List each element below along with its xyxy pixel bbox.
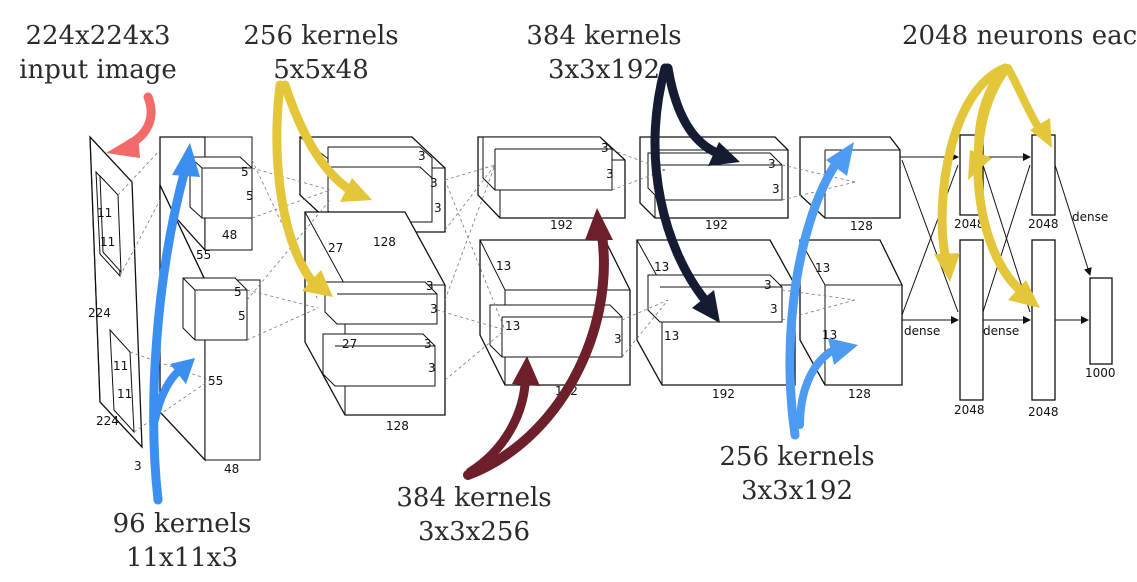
label-output-1000: 1000 bbox=[1085, 366, 1116, 380]
fc-annotation: 2048 neurons each bbox=[902, 21, 1137, 51]
label-l2-27b: 27 bbox=[342, 337, 357, 351]
conv1-arrow bbox=[149, 143, 200, 505]
label-fc1-bot: 2048 bbox=[954, 403, 985, 417]
label-input-11c: 11 bbox=[113, 359, 128, 373]
layer5-blocks bbox=[799, 136, 903, 386]
label-l1-5d: 5 bbox=[238, 309, 246, 323]
label-l1-5b: 5 bbox=[246, 189, 254, 203]
conv5-annotation-line1: 256 kernels bbox=[719, 442, 874, 472]
label-l4-3b: 3 bbox=[772, 182, 780, 196]
label-fc1-top: 2048 bbox=[954, 217, 985, 231]
label-l1-48top: 48 bbox=[222, 228, 237, 242]
label-l2-27a: 27 bbox=[328, 241, 343, 255]
label-input-224b: 224 bbox=[96, 414, 119, 428]
label-l2-3e: 3 bbox=[430, 302, 438, 316]
conv2-annotation-line2: 5x5x48 bbox=[273, 55, 369, 85]
layer2-blocks bbox=[299, 136, 446, 416]
label-fc2-top: 2048 bbox=[1028, 217, 1059, 231]
conv2-annotation-line1: 256 kernels bbox=[243, 21, 398, 51]
label-l4-192top: 192 bbox=[705, 218, 728, 232]
label-l3-192top: 192 bbox=[550, 218, 573, 232]
label-l5-128bot: 128 bbox=[848, 387, 871, 401]
conv3-annotation-line1: 384 kernels bbox=[396, 483, 551, 513]
fc-arrow bbox=[934, 63, 1052, 308]
label-l3-3b: 3 bbox=[606, 167, 614, 181]
label-l2-3g: 3 bbox=[428, 361, 436, 375]
label-l1-48bot: 48 bbox=[224, 462, 239, 476]
label-l2-3d: 3 bbox=[426, 279, 434, 293]
label-l1-5a: 5 bbox=[241, 165, 249, 179]
fc2-bottom-bar bbox=[1031, 239, 1056, 401]
label-l4-3d: 3 bbox=[770, 302, 778, 316]
connectors-2 bbox=[436, 164, 506, 381]
label-l2-3a: 3 bbox=[418, 149, 426, 163]
input-arrow bbox=[106, 92, 156, 158]
label-l2-128top: 128 bbox=[373, 235, 396, 249]
input-annotation-line1: 224x224x3 bbox=[25, 21, 170, 51]
label-l2-3b: 3 bbox=[430, 176, 438, 190]
label-l3-13b: 13 bbox=[505, 319, 520, 333]
label-l3-13a: 13 bbox=[496, 259, 511, 273]
conv3-arrow bbox=[463, 208, 613, 480]
label-l5-13a: 13 bbox=[815, 261, 830, 275]
label-l1-55b: 55 bbox=[208, 374, 223, 388]
fc1-bottom-bar bbox=[959, 239, 984, 401]
label-l5-128top: 128 bbox=[850, 219, 873, 233]
label-l4-3a: 3 bbox=[768, 157, 776, 171]
label-input-3: 3 bbox=[134, 459, 142, 473]
connectors-0 bbox=[117, 149, 211, 433]
label-l2-3c: 3 bbox=[434, 201, 442, 215]
label-l1-5c: 5 bbox=[234, 285, 242, 299]
conv4-annotation-line1: 384 kernels bbox=[526, 21, 681, 51]
label-fc2-bot: 2048 bbox=[1028, 405, 1059, 419]
annotation-arrows bbox=[106, 63, 1052, 505]
conv2-arrow bbox=[272, 80, 372, 297]
label-l5-13b: 13 bbox=[822, 328, 837, 342]
conv3-annotation-line2: 3x3x256 bbox=[418, 517, 530, 547]
label-l4-3c: 3 bbox=[764, 278, 772, 292]
label-input-11a: 11 bbox=[97, 206, 112, 220]
label-dense-b: dense bbox=[983, 324, 1019, 338]
dimension-labels: 11 11 224 11 11 224 3 5 5 48 55 5 5 55 4… bbox=[88, 141, 1116, 476]
connectors-3 bbox=[611, 149, 669, 358]
label-dense-a: dense bbox=[904, 324, 940, 338]
label-input-224: 224 bbox=[88, 306, 111, 320]
input-slab bbox=[89, 135, 143, 449]
conv1-annotation-line1: 96 kernels bbox=[113, 509, 252, 539]
label-l3-3a: 3 bbox=[601, 141, 609, 155]
conv4-arrow bbox=[650, 63, 740, 323]
input-annotation-line2: input image bbox=[19, 55, 177, 85]
label-l4-192bot: 192 bbox=[712, 387, 735, 401]
conv1-annotation-line2: 11x11x3 bbox=[126, 543, 238, 573]
label-input-11b: 11 bbox=[100, 235, 115, 249]
label-l1-55a: 55 bbox=[196, 248, 211, 262]
label-l3-3c: 3 bbox=[614, 332, 622, 346]
conv5-annotation-line2: 3x3x192 bbox=[741, 476, 853, 506]
label-l2-128bot: 128 bbox=[386, 419, 409, 433]
annotation-texts: 224x224x3 input image 256 kernels 5x5x48… bbox=[19, 21, 1137, 573]
label-dense-c: dense bbox=[1072, 210, 1108, 224]
layer1-blocks bbox=[159, 136, 261, 462]
label-l4-13b: 13 bbox=[664, 329, 679, 343]
label-l4-13a: 13 bbox=[654, 260, 669, 274]
output-bar bbox=[1089, 277, 1113, 365]
conv4-annotation-line2: 3x3x192 bbox=[548, 55, 660, 85]
label-input-11d: 11 bbox=[117, 387, 132, 401]
conv5-arrow bbox=[785, 142, 858, 440]
label-l2-3f: 3 bbox=[424, 337, 432, 351]
